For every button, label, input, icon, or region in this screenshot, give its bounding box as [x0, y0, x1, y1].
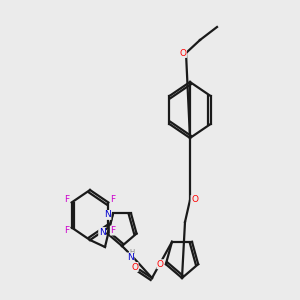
Text: O: O: [179, 49, 187, 58]
Text: F: F: [64, 195, 70, 204]
Text: O: O: [191, 196, 198, 205]
Text: F: F: [110, 195, 116, 204]
Text: O: O: [157, 260, 164, 269]
Text: F: F: [64, 226, 70, 235]
Text: N: N: [127, 253, 134, 262]
Text: N: N: [104, 210, 111, 219]
Text: H: H: [129, 249, 135, 255]
Text: O: O: [131, 262, 138, 272]
Text: F: F: [110, 226, 116, 235]
Text: N: N: [99, 228, 105, 237]
